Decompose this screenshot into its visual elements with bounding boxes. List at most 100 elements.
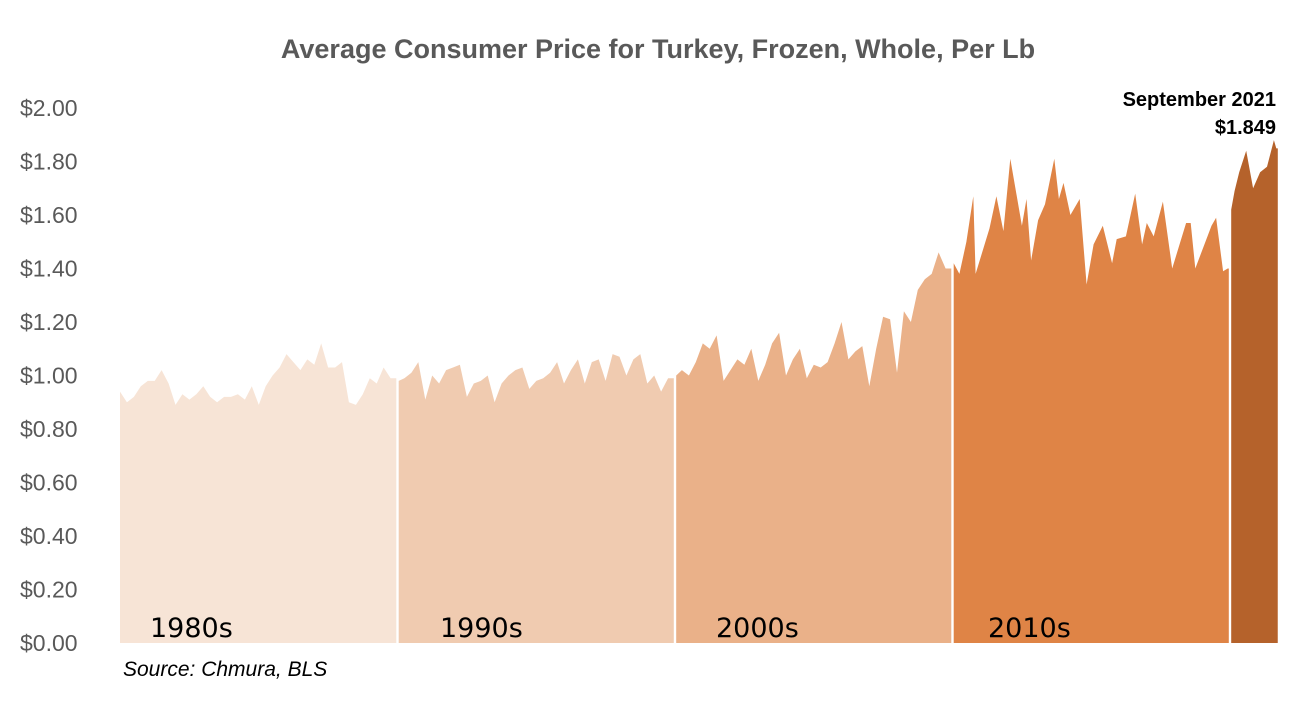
data-point: [847, 358, 849, 360]
data-point: [403, 377, 405, 379]
data-point: [223, 396, 225, 398]
source-note: Source: Chmura, BLS: [123, 658, 327, 681]
data-point: [528, 388, 530, 390]
data-point: [972, 195, 974, 197]
data-point: [521, 367, 523, 369]
data-point: [542, 377, 544, 379]
data-point: [868, 385, 870, 387]
data-point: [563, 383, 565, 385]
data-point: [896, 372, 898, 374]
data-point: [1111, 262, 1113, 264]
data-point: [133, 396, 135, 398]
data-point: [910, 321, 912, 323]
chart-title: Average Consumer Price for Turkey, Froze…: [281, 34, 1035, 64]
data-point: [1021, 225, 1023, 227]
data-point: [875, 348, 877, 350]
data-point: [1086, 284, 1088, 286]
data-point: [632, 358, 634, 360]
data-point: [1211, 225, 1213, 227]
data-point: [577, 358, 579, 360]
data-point: [854, 350, 856, 352]
data-point: [1116, 238, 1118, 240]
data-point: [161, 369, 163, 371]
y-axis: $0.00 $0.20 $0.40 $0.60 $0.80 $1.00 $1.20 $1.40…: [20, 95, 78, 656]
data-point: [417, 361, 419, 363]
data-point: [299, 369, 301, 371]
data-point: [1194, 268, 1196, 270]
data-point: [424, 399, 426, 401]
data-point: [889, 318, 891, 320]
decade-label: 1990s: [440, 613, 523, 644]
y-tick-label: $1.00: [20, 363, 78, 389]
data-point: [675, 375, 677, 377]
data-point: [688, 375, 690, 377]
data-point: [306, 358, 308, 360]
data-point: [709, 348, 711, 350]
data-point: [646, 383, 648, 385]
data-point: [1093, 243, 1095, 245]
data-point: [989, 227, 991, 229]
data-point: [175, 404, 177, 406]
data-point: [494, 401, 496, 403]
data-point: [279, 367, 281, 369]
data-point: [917, 289, 919, 291]
data-point: [1009, 158, 1011, 160]
plot-area: [120, 140, 1278, 644]
y-tick-label: $0.40: [20, 523, 78, 549]
y-tick-label: $0.60: [20, 470, 78, 496]
data-point: [1146, 222, 1148, 224]
data-point: [861, 345, 863, 347]
data-point: [1053, 158, 1055, 160]
data-point: [1230, 209, 1232, 211]
data-point: [813, 364, 815, 366]
y-tick-label: $1.20: [20, 309, 78, 335]
y-tick-label: $1.60: [20, 202, 78, 228]
data-point: [1227, 268, 1229, 270]
data-point: [313, 364, 315, 366]
decade-label: 2000s: [716, 613, 799, 644]
data-point: [1185, 222, 1187, 224]
area-2010s: [953, 158, 1229, 644]
data-point: [619, 356, 621, 358]
data-point: [1030, 260, 1032, 262]
data-point: [272, 375, 274, 377]
data-point: [1234, 190, 1236, 192]
data-point: [882, 316, 884, 318]
data-point: [1238, 171, 1240, 173]
data-point: [452, 367, 454, 369]
data-point: [154, 380, 156, 382]
data-point: [355, 404, 357, 406]
y-tick-label: $1.80: [20, 149, 78, 175]
data-point: [750, 348, 752, 350]
data-point: [126, 401, 128, 403]
annotation-date: September 2021: [1123, 89, 1276, 111]
y-tick-label: $0.00: [20, 630, 78, 656]
data-point: [799, 348, 801, 350]
decade-labels: 1980s 1990s 2000s 2010s: [150, 613, 1071, 644]
data-point: [376, 383, 378, 385]
data-point: [508, 375, 510, 377]
decade-label: 1980s: [150, 613, 233, 644]
data-point: [188, 399, 190, 401]
data-point: [1190, 222, 1192, 224]
y-tick-label: $0.80: [20, 416, 78, 442]
data-point: [535, 380, 537, 382]
data-point: [445, 369, 447, 371]
data-point: [605, 380, 607, 382]
data-point: [168, 383, 170, 385]
data-point: [1026, 198, 1028, 200]
y-tick-label: $0.20: [20, 577, 78, 603]
data-point: [660, 391, 662, 393]
data-point: [958, 273, 960, 275]
data-point: [702, 342, 704, 344]
data-point: [598, 358, 600, 360]
data-point: [723, 380, 725, 382]
data-point: [556, 361, 558, 363]
data-point: [369, 377, 371, 379]
data-point: [625, 375, 627, 377]
data-point: [841, 321, 843, 323]
data-point: [362, 393, 364, 395]
data-point: [612, 353, 614, 355]
data-point: [209, 396, 211, 398]
data-point: [785, 375, 787, 377]
